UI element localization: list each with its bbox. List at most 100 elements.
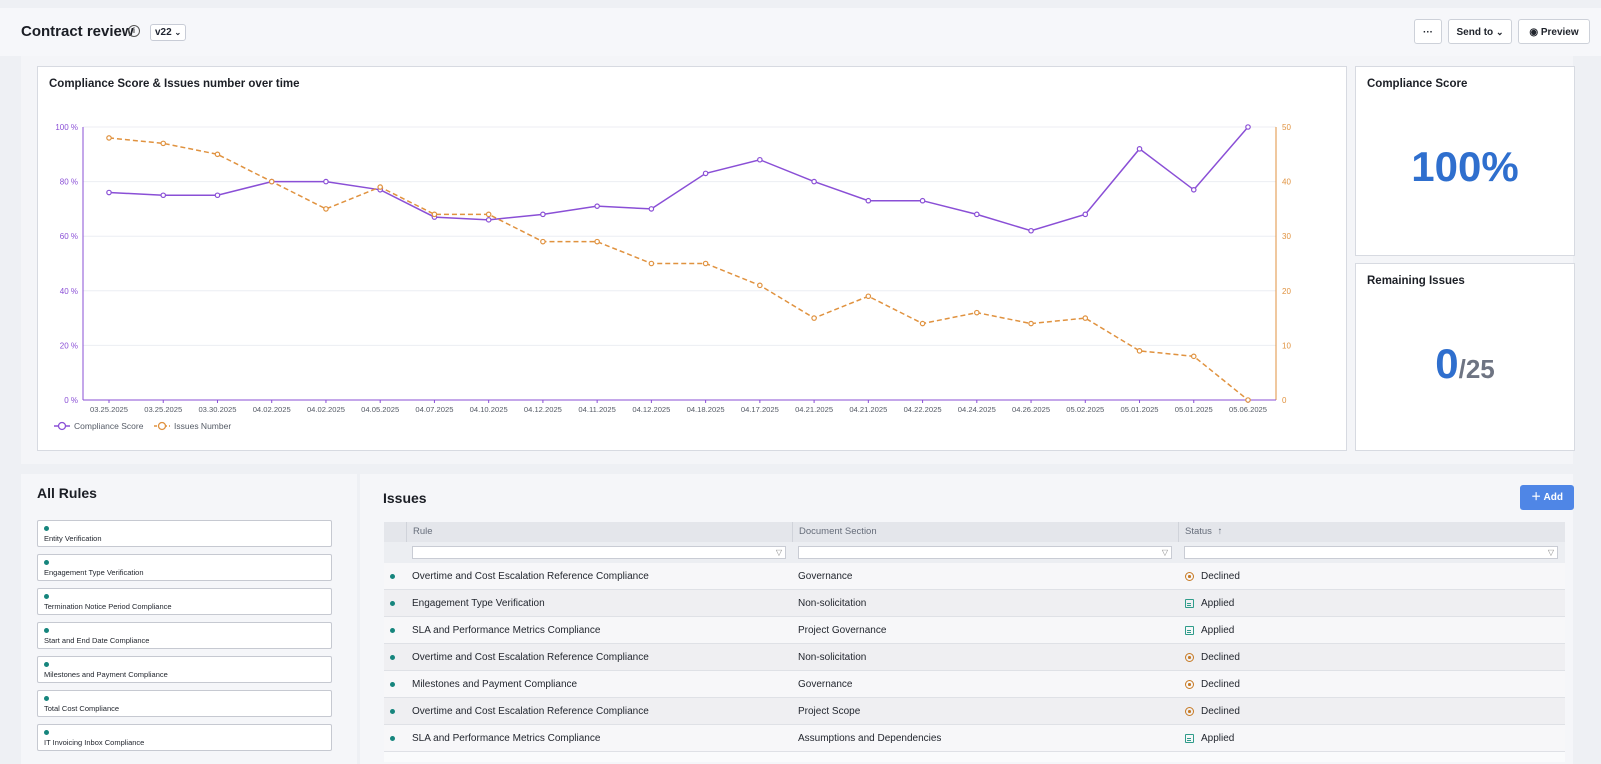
issues-number-point: [1245, 397, 1251, 403]
add-issue-button[interactable]: ＋ Add: [1520, 485, 1574, 510]
preview-button[interactable]: ◉ Preview: [1518, 19, 1590, 44]
status-cell: Applied: [1201, 733, 1235, 744]
compliance-score-value: 100%: [1411, 143, 1519, 190]
remaining-total: /25: [1458, 354, 1495, 384]
table-row[interactable]: Overtime and Cost Escalation Reference C…: [384, 644, 1565, 671]
compliance-score-point: [648, 206, 655, 212]
issues-number-point: [865, 293, 872, 300]
chart-title: Compliance Score & Issues number over ti…: [49, 78, 300, 90]
filter-icon[interactable]: ▽: [1547, 548, 1554, 557]
send-to-button[interactable]: Send to ⌄: [1448, 19, 1512, 44]
column-header-status[interactable]: Status ↑: [1178, 522, 1565, 542]
sort-asc-icon: ↑: [1217, 526, 1223, 537]
rule-label: Entity Verification: [44, 534, 102, 543]
section-cell: Governance: [798, 571, 853, 582]
y-right-tick-label: 50: [1282, 123, 1291, 132]
table-row[interactable]: SLA and Performance Metrics Compliance As…: [384, 725, 1565, 752]
version-label: v22: [155, 27, 172, 38]
series-line-issues-number: [108, 137, 1249, 401]
compliance-score-point: [594, 203, 600, 209]
issues-number-point: [811, 315, 817, 321]
rule-cell: SLA and Performance Metrics Compliance: [412, 733, 601, 744]
x-tick-label: 05.02.2025: [1066, 405, 1104, 414]
section-cell: Non-solicitation: [798, 598, 867, 609]
y-left-tick-label: 40 %: [60, 287, 78, 296]
add-label: Add: [1543, 492, 1563, 503]
x-tick-label: 04.02.2025: [307, 405, 345, 414]
x-tick-label: 04.17.2025: [741, 405, 779, 414]
section-filter-input[interactable]: ▽: [798, 546, 1172, 559]
chart-card: Compliance Score & Issues number over ti…: [37, 66, 1347, 451]
status-dot: [44, 696, 49, 701]
remaining-issues-card: Remaining Issues 0/25: [1355, 263, 1575, 451]
issues-number-point: [594, 238, 600, 245]
issues-number-point: [1190, 353, 1197, 360]
y-left-tick-label: 100 %: [55, 123, 78, 132]
rule-item[interactable]: Termination Notice Period Compliance: [37, 588, 332, 615]
issues-table: Rule Document Section Status ↑ ▽ ▽ ▽ Ove…: [384, 522, 1565, 762]
compliance-score-point: [106, 189, 112, 196]
table-row[interactable]: Milestones and Payment Compliance Governa…: [384, 671, 1565, 698]
section-cell: Project Governance: [798, 625, 887, 636]
x-tick-label: 04.21.2025: [849, 405, 887, 414]
rule-label: Total Cost Compliance: [44, 704, 120, 713]
compliance-score-point: [540, 211, 546, 218]
issues-number-point: [1136, 348, 1143, 354]
x-tick-label: 04.05.2025: [361, 405, 399, 414]
compliance-score-point: [1028, 227, 1034, 234]
rule-cell: Overtime and Cost Escalation Reference C…: [412, 571, 649, 582]
preview-label: Preview: [1540, 27, 1579, 38]
issues-number-point: [702, 260, 709, 267]
rule-item[interactable]: Entity Verification: [37, 520, 332, 547]
compliance-score-point: [1136, 146, 1143, 152]
issues-number-point: [377, 184, 383, 190]
x-tick-label: 04.10.2025: [470, 405, 508, 414]
compliance-score-point: [485, 217, 492, 223]
info-icon[interactable]: i: [128, 25, 140, 37]
x-tick-label: 05.01.2025: [1121, 405, 1159, 414]
status-cell: Applied: [1201, 625, 1235, 636]
y-left-tick-label: 80 %: [60, 178, 78, 187]
rule-item[interactable]: Engagement Type Verification: [37, 554, 332, 581]
rule-item[interactable]: Start and End Date Compliance: [37, 622, 332, 649]
table-row[interactable]: SLA and Performance Metrics Compliance Pr…: [384, 617, 1565, 644]
chevron-down-icon: ⌄: [1495, 27, 1504, 37]
issues-number-point: [431, 211, 438, 218]
section-cell: Governance: [798, 679, 853, 690]
declined-icon: [1185, 653, 1194, 662]
x-tick-label: 03.25.2025: [144, 405, 182, 414]
x-tick-label: 03.25.2025: [90, 405, 128, 414]
rule-cell: Engagement Type Verification: [412, 598, 545, 609]
rule-cell: SLA and Performance Metrics Compliance: [412, 625, 601, 636]
chevron-down-icon: ⌄: [174, 28, 182, 37]
x-tick-label: 04.26.2025: [1012, 405, 1050, 414]
more-options-button[interactable]: ···: [1414, 19, 1442, 44]
column-header-rule[interactable]: Rule: [406, 522, 792, 542]
rule-label: Milestones and Payment Compliance: [44, 670, 168, 679]
status-dot: [44, 730, 49, 735]
filter-icon[interactable]: ▽: [1161, 548, 1168, 557]
table-row[interactable]: Overtime and Cost Escalation Reference C…: [384, 698, 1565, 725]
status-filter-input[interactable]: ▽: [1184, 546, 1558, 559]
status-cell: Declined: [1201, 652, 1240, 663]
table-row[interactable]: Engagement Type Verification Non-solicita…: [384, 590, 1565, 617]
issues-number-point: [323, 206, 329, 212]
compliance-score-point: [214, 192, 221, 199]
issues-number-point: [648, 260, 655, 267]
rule-item[interactable]: Milestones and Payment Compliance: [37, 656, 332, 683]
table-row[interactable]: Overtime and Cost Escalation Reference C…: [384, 563, 1565, 590]
rule-item[interactable]: IT Invoicing Inbox Compliance: [37, 724, 332, 751]
rule-cell: Overtime and Cost Escalation Reference C…: [412, 706, 649, 717]
rule-item[interactable]: Total Cost Compliance: [37, 690, 332, 717]
eye-icon: ◉: [1529, 27, 1539, 38]
x-tick-label: 04.24.2025: [958, 405, 996, 414]
y-left-tick-label: 0 %: [64, 396, 78, 405]
x-tick-label: 04.02.2025: [253, 405, 291, 414]
filter-icon[interactable]: ▽: [775, 548, 782, 557]
issues-number-point: [757, 282, 763, 289]
rule-filter-input[interactable]: ▽: [412, 546, 786, 559]
x-tick-label: 04.21.2025: [795, 405, 833, 414]
column-header-section[interactable]: Document Section: [792, 522, 1178, 542]
version-dropdown[interactable]: v22 ⌄: [150, 24, 187, 41]
x-tick-label: 04.12.2025: [632, 405, 670, 414]
